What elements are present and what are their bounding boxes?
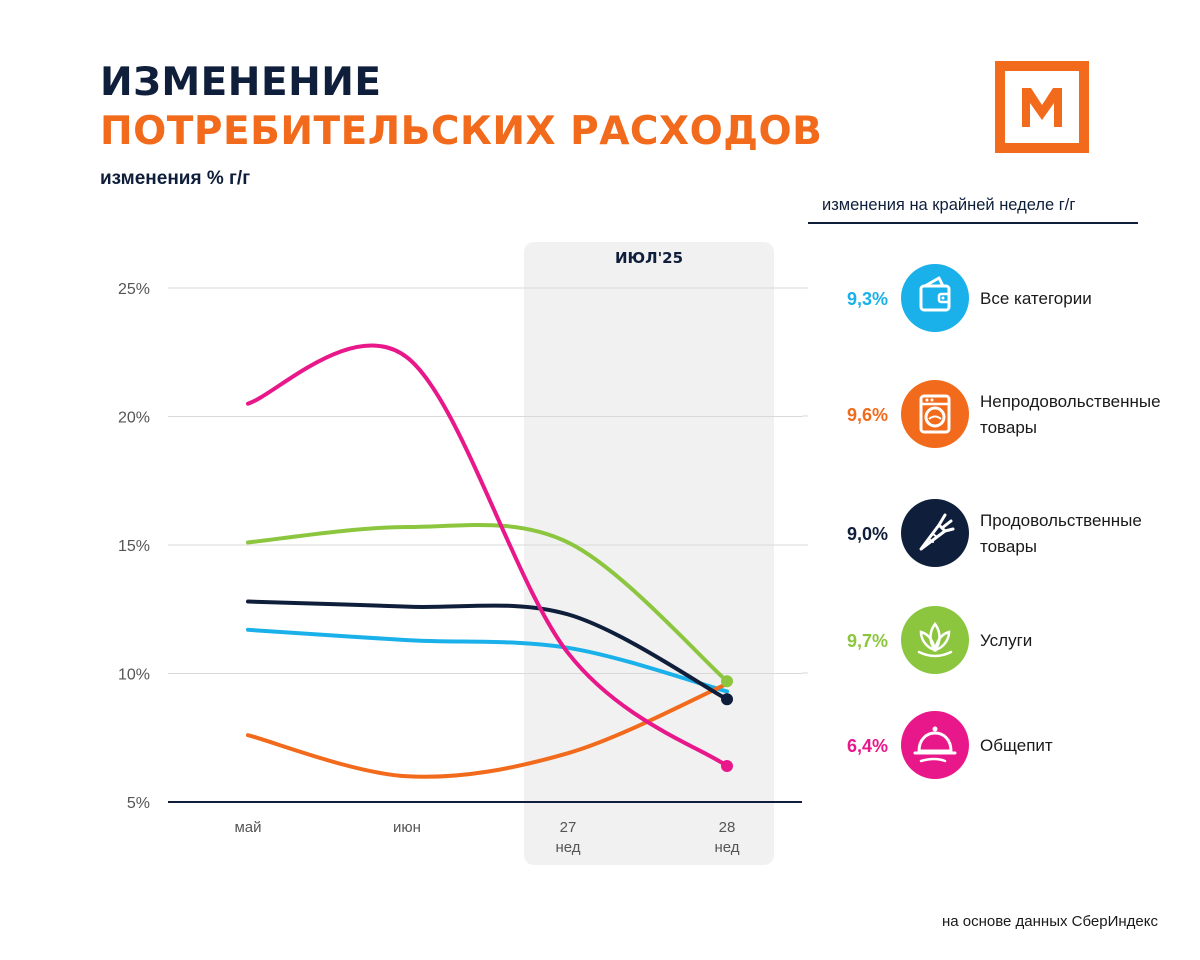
x-tick-label: 28 [719,819,736,836]
y-tick-label: 20% [118,410,150,427]
x-tick-label: июн [393,819,421,836]
legend-label-line: Общепит [980,736,1053,755]
cloche-icon [901,711,969,779]
carrot-icon [901,499,969,567]
title-line-2: ПОТРЕБИТЕЛЬСКИХ РАСХОДОВ [100,109,823,154]
legend-label-line: Все категории [980,289,1092,308]
y-tick-label: 5% [127,795,150,812]
series-line [246,599,729,702]
legend-label-line: товары [980,418,1038,437]
july-highlight-band [524,242,774,865]
brand-logo [995,61,1089,153]
series-endpoint-marker [721,693,733,706]
series-line [246,627,729,694]
legend-label-line: Продовольственные [980,511,1142,530]
y-tick-label: 25% [118,281,150,298]
series-line [246,681,729,779]
source-footnote: на основе данных СберИндекс [941,913,1158,930]
chart-subtitle: изменения % г/г [100,168,251,189]
x-tick-label: май [234,819,261,836]
y-tick-label: 10% [118,667,150,684]
washing-machine-icon [901,380,969,448]
legend-label: Все категории [980,286,1200,312]
series-endpoint-marker [721,760,733,773]
legend-label-line: Непродовольственные [980,392,1161,411]
legend-value: 9,7% [846,631,888,651]
legend-label: Продовольственные товары [980,508,1200,560]
legend-label-line: товары [980,537,1038,556]
series-line [246,343,729,769]
wallet-icon [901,264,969,332]
legend-header: изменения на крайней неделе г/г [822,196,1076,214]
legend-value: 9,3% [846,289,888,309]
series-endpoint-marker [721,675,733,688]
legend-label: Непродовольственные товары [980,389,1200,441]
legend-value: 9,6% [846,405,888,425]
logo-m-icon [1022,88,1062,127]
x-tick-sublabel: нед [714,839,739,856]
legend-divider [808,222,1138,224]
lotus-icon [901,606,969,674]
x-tick-sublabel: нед [555,839,580,856]
y-tick-label: 15% [118,538,150,555]
highlight-label: ИЮЛ'25 [615,249,683,267]
legend-value: 9,0% [846,524,888,544]
legend-label: Услуги [980,628,1200,654]
legend-label: Общепит [980,733,1200,759]
title-line-1: ИЗМЕНЕНИЕ [100,60,382,105]
x-tick-label: 27 [560,819,577,836]
legend-value: 6,4% [846,736,888,756]
legend-label-line: Услуги [980,631,1033,650]
